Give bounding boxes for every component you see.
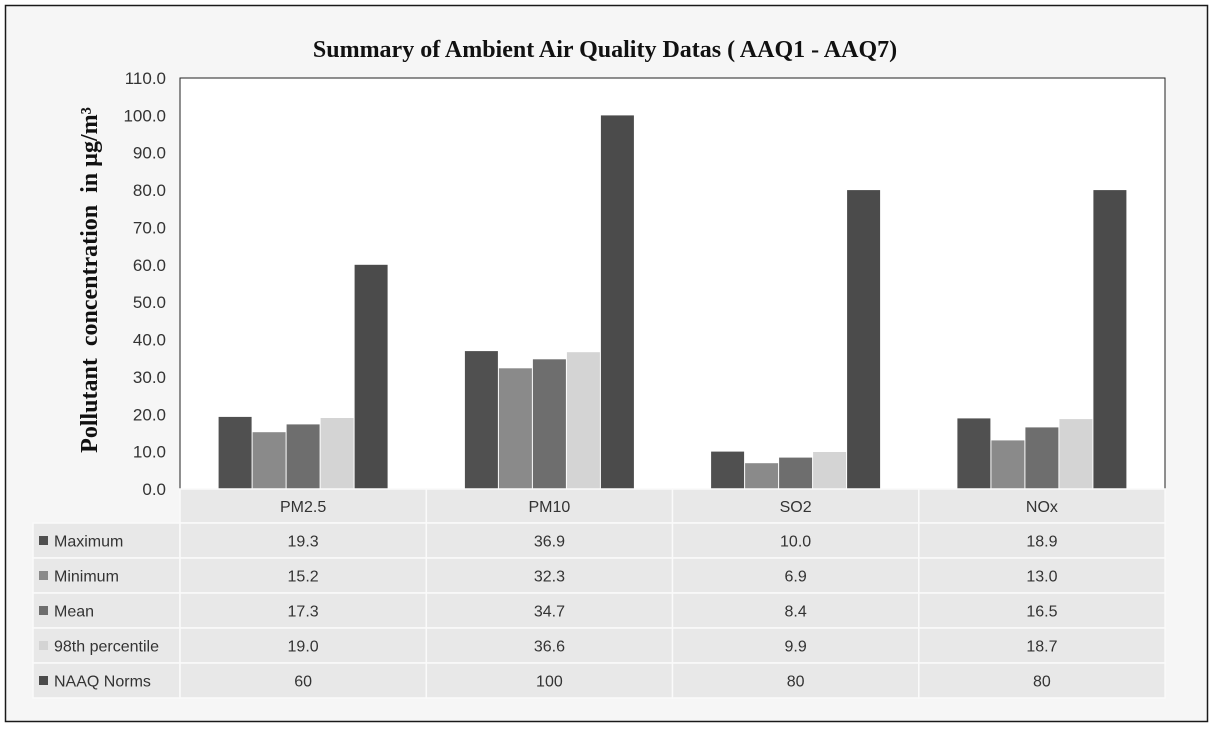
- table-cell: [671, 662, 920, 699]
- table-cell: [425, 522, 674, 559]
- y-axis-ticks: 0.0 10.0 20.0 30.0 40.0 50.0 60.0 70.0 80.0 90.0 1…: [123, 69, 166, 499]
- value-minimum-pm10: 32.3: [534, 569, 565, 586]
- value-98th-percentile-so2: 9.9: [784, 639, 806, 656]
- bar-maximum-pm10: [464, 351, 498, 489]
- table-cell: [671, 557, 920, 594]
- value-naaq-norms-pm2-5: 60: [294, 674, 312, 691]
- table-cell: [918, 662, 1166, 699]
- bar-maximum-so2: [711, 451, 745, 489]
- bar-naaq-norms-so2: [847, 190, 881, 489]
- legend-label-naaq-norms: NAAQ Norms: [54, 674, 151, 691]
- value-mean-so2: 8.4: [784, 604, 806, 621]
- value-mean-pm10: 34.7: [534, 604, 565, 621]
- y-tick-label: 40.0: [133, 331, 166, 350]
- bar-minimum-pm10: [498, 368, 532, 489]
- table-header-cell: [671, 488, 920, 524]
- value-maximum-nox: 18.9: [1026, 534, 1057, 551]
- legend-marker-mean: [39, 606, 48, 615]
- legend-marker-naaq-norms: [39, 676, 48, 685]
- table-header-cell: [425, 488, 674, 524]
- y-tick-label: 20.0: [133, 405, 166, 424]
- legend-label-minimum: Minimum: [54, 569, 119, 586]
- value-98th-percentile-pm2-5: 19.0: [288, 639, 319, 656]
- value-98th-percentile-pm10: 36.6: [534, 639, 565, 656]
- table-header-cell: [179, 488, 428, 524]
- y-tick-label: 60.0: [133, 256, 166, 275]
- bar-series: [218, 115, 1127, 490]
- value-naaq-norms-pm10: 100: [536, 674, 563, 691]
- value-minimum-nox: 13.0: [1026, 569, 1057, 586]
- table-cell: [671, 592, 920, 629]
- table-cell: [918, 522, 1166, 559]
- y-tick-label: 110.0: [125, 69, 166, 88]
- bar-mean-pm10: [532, 359, 566, 489]
- value-mean-nox: 16.5: [1026, 604, 1057, 621]
- bar-minimum-nox: [991, 440, 1025, 489]
- table-cell: [918, 627, 1166, 664]
- value-maximum-pm10: 36.9: [534, 534, 565, 551]
- bar-mean-pm2-5: [286, 424, 320, 489]
- bar-maximum-pm2-5: [218, 416, 252, 489]
- value-naaq-norms-nox: 80: [1033, 674, 1051, 691]
- table-cell: [179, 662, 428, 699]
- legend-marker-98th-percentile: [39, 641, 48, 650]
- y-tick-label: 30.0: [133, 368, 166, 387]
- legend-marker-maximum: [39, 536, 48, 545]
- bar-98th-percentile-nox: [1059, 419, 1093, 489]
- legend-label-98th-percentile: 98th percentile: [54, 639, 159, 656]
- value-minimum-so2: 6.9: [784, 569, 806, 586]
- y-tick-label: 90.0: [133, 144, 166, 163]
- bar-naaq-norms-nox: [1093, 190, 1127, 489]
- legend-cell: [32, 662, 181, 699]
- table-cell: [918, 557, 1166, 594]
- bar-maximum-nox: [957, 418, 991, 489]
- y-tick-label: 100.0: [123, 106, 166, 125]
- data-table: PM2.5 PM10 SO2 NOx Maximum 19.3 36.9 10.0 18.9 Mi…: [32, 488, 1166, 699]
- value-98th-percentile-nox: 18.7: [1026, 639, 1057, 656]
- y-tick-label: 70.0: [133, 219, 166, 238]
- chart-title: Summary of Ambient Air Quality Datas ( A…: [313, 37, 897, 63]
- bar-mean-so2: [779, 457, 813, 489]
- value-minimum-pm2-5: 15.2: [288, 569, 319, 586]
- table-cell: [179, 522, 428, 559]
- table-cell: [179, 627, 428, 664]
- table-header-cell: [918, 488, 1166, 524]
- legend-cell: [32, 627, 181, 664]
- category-label-nox: NOx: [1026, 499, 1058, 516]
- bar-mean-nox: [1025, 427, 1059, 489]
- bar-98th-percentile-so2: [813, 452, 847, 489]
- value-mean-pm2-5: 17.3: [288, 604, 319, 621]
- value-maximum-so2: 10.0: [780, 534, 811, 551]
- table-cell: [179, 592, 428, 629]
- value-maximum-pm2-5: 19.3: [288, 534, 319, 551]
- bar-98th-percentile-pm2-5: [320, 418, 354, 489]
- legend-label-mean: Mean: [54, 604, 94, 621]
- y-tick-label: 80.0: [133, 181, 166, 200]
- table-cell: [179, 557, 428, 594]
- legend-cell: [32, 592, 181, 629]
- category-label-so2: SO2: [780, 499, 812, 516]
- value-naaq-norms-so2: 80: [787, 674, 805, 691]
- bar-minimum-so2: [745, 463, 779, 489]
- category-label-pm2-5: PM2.5: [280, 499, 326, 516]
- legend-marker-minimum: [39, 571, 48, 580]
- bar-minimum-pm2-5: [252, 432, 286, 489]
- y-tick-label: 0.0: [142, 480, 166, 499]
- bar-naaq-norms-pm10: [600, 115, 634, 490]
- category-label-pm10: PM10: [529, 499, 571, 516]
- legend-label-maximum: Maximum: [54, 534, 123, 551]
- y-tick-label: 10.0: [133, 443, 166, 462]
- bar-98th-percentile-pm10: [566, 352, 600, 489]
- y-axis-label: Pollutant concentration in µg/m³: [77, 107, 103, 453]
- bar-naaq-norms-pm2-5: [354, 264, 388, 489]
- y-tick-label: 50.0: [133, 293, 166, 312]
- legend-cell: [32, 557, 181, 594]
